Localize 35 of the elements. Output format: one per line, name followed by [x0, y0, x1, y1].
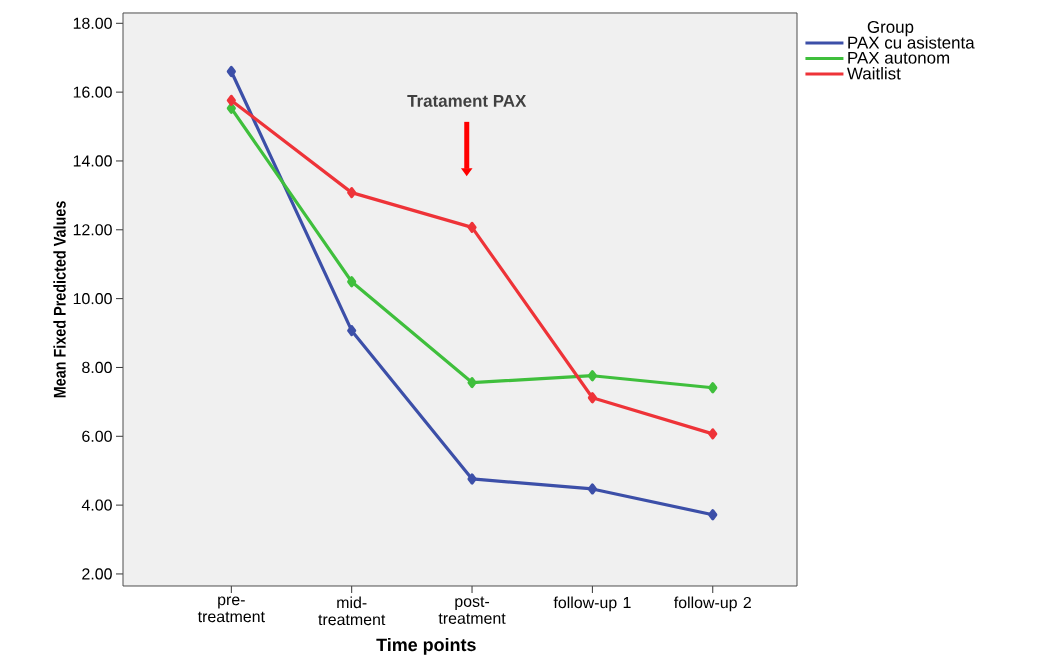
point — [708, 382, 718, 394]
x-tick-label: follow-up 1 — [553, 596, 631, 612]
x-tick-label: follow-up 2 — [673, 596, 751, 612]
y-tick-label: 4.00 — [81, 499, 112, 511]
annotation: Tratament PAX — [407, 95, 527, 107]
point — [467, 473, 477, 485]
point — [347, 325, 357, 337]
point — [587, 483, 597, 495]
x-tick-label: mid-treatment — [318, 596, 386, 626]
legend-label: Waitlist — [847, 67, 901, 80]
point — [347, 187, 357, 199]
point — [587, 370, 597, 382]
y-tick-label: 14.00 — [73, 155, 112, 167]
legend-label: PAX autonom — [848, 51, 950, 64]
x-axis-title: Time points — [376, 637, 476, 655]
point — [226, 94, 236, 106]
point — [226, 65, 236, 78]
point — [587, 392, 597, 404]
y-tick-label: 16.00 — [73, 86, 112, 98]
point — [467, 221, 477, 233]
y-axis-title: Mean Fixed Predicted Values — [53, 201, 66, 398]
y-tick-label: 10.00 — [73, 292, 112, 305]
y-tick-label: 2.00 — [82, 568, 112, 580]
y-tick-label: 18.00 — [73, 17, 112, 29]
point — [467, 376, 477, 389]
x-tick-label: pre-treatment — [197, 596, 265, 623]
y-tick-label: 6.00 — [82, 430, 112, 442]
y-tick-label: 8.00 — [82, 361, 112, 374]
legend-title: Group — [867, 20, 914, 37]
point — [347, 276, 357, 288]
x-tick-label: post-treatment — [438, 596, 506, 624]
point — [708, 509, 718, 521]
y-tick-label: 12.00 — [73, 224, 112, 236]
legend-label: PAX cu asistenta — [848, 36, 975, 49]
point — [708, 428, 718, 440]
